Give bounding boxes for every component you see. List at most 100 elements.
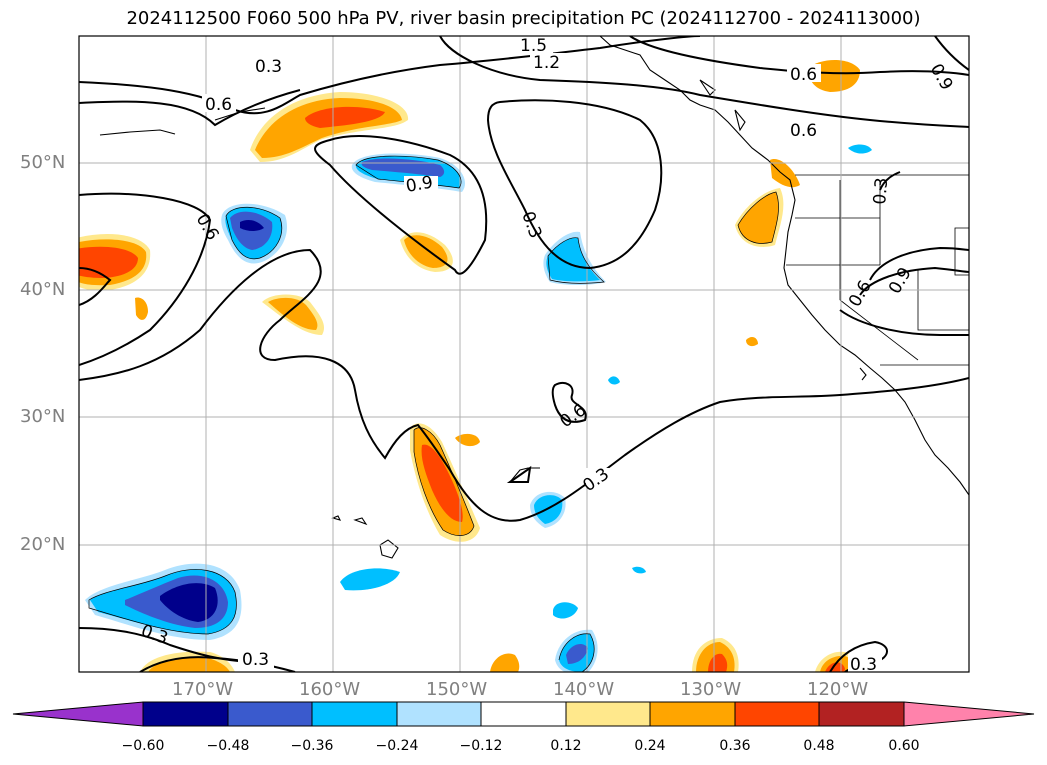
colorbar-segment <box>227 701 313 727</box>
pv-contour <box>869 246 969 281</box>
island-outline <box>99 129 176 136</box>
colorbar-tick-label: 0.60 <box>888 738 920 754</box>
positive-anomaly-region <box>268 297 318 330</box>
precipitation-outline <box>547 237 605 284</box>
contour-label: 0.9 <box>404 173 434 197</box>
pv-contour <box>79 192 212 366</box>
longitude-label: 160°W <box>299 679 361 700</box>
contour-label: 1.2 <box>533 53 560 73</box>
colorbar-tick-label: 0.12 <box>550 738 582 754</box>
pv-contour <box>79 248 969 522</box>
colorbar-tick-label: −0.36 <box>290 738 334 754</box>
colorbar-segment <box>480 701 567 727</box>
pv-contour <box>506 465 532 483</box>
pv-contour <box>314 135 488 275</box>
colorbar-segment <box>734 701 820 727</box>
north-america-coastline <box>599 36 969 496</box>
pv-contour <box>551 382 587 423</box>
negative-anomaly-region <box>240 220 264 231</box>
negative-anomaly-region <box>608 376 620 385</box>
map-frame <box>78 35 970 673</box>
state-border <box>954 227 969 276</box>
pv-contour <box>879 171 901 191</box>
positive-anomaly-region <box>746 337 758 347</box>
colorbar-tick-label: 0.48 <box>803 738 835 754</box>
contour-label: 0.9 <box>926 61 957 94</box>
positive-anomaly-region <box>825 662 845 672</box>
colorbar-segment <box>396 701 482 727</box>
precipitation-outline <box>558 633 595 672</box>
colorbar-tick-label: 0.36 <box>719 738 751 754</box>
colorbar-extend-high <box>903 701 1035 727</box>
latitude-label: 30°N <box>20 406 66 427</box>
island-outline <box>734 109 746 132</box>
pv-contour <box>859 266 969 296</box>
pv-contour <box>839 309 969 336</box>
country-borders <box>786 174 969 366</box>
state-border <box>839 299 919 361</box>
map-plot-area: 1.5 1.2 0.3 0.6 0.6 0.6 0.9 0.9 0.6 0.3 … <box>79 36 969 675</box>
contour-label: 0.6 <box>790 65 817 85</box>
pv-contour <box>79 89 301 127</box>
longitude-label: 150°W <box>426 679 488 700</box>
negative-anomaly-region <box>566 644 588 664</box>
pv-contour <box>439 36 969 128</box>
precipitation-outline <box>413 427 475 536</box>
colorbar-extend-low <box>12 701 144 727</box>
contour-label: 1.5 <box>520 36 547 56</box>
positive-anomaly-region <box>421 444 463 522</box>
contour-label: 0.3 <box>517 209 545 241</box>
contour-label: 0.6 <box>192 211 223 244</box>
island-outline <box>699 79 716 96</box>
positive-anomaly-region <box>708 653 728 672</box>
latitude-label: 50°N <box>20 152 66 173</box>
precipitation-outline <box>225 206 283 260</box>
contour-label: 0.6 <box>845 277 876 310</box>
contour-label: 0.9 <box>885 264 916 297</box>
island-outline <box>859 367 867 381</box>
contour-label-group: 1.5 1.2 0.3 0.6 0.6 0.6 0.9 0.9 0.6 0.3 … <box>138 36 957 675</box>
contour-label: 0.6 <box>790 121 817 141</box>
contour-label: 0.6 <box>205 95 232 115</box>
colorbar-tick-label: −0.12 <box>459 738 503 754</box>
positive-anomaly-region <box>738 192 779 244</box>
gridlines <box>79 36 969 672</box>
island-outline <box>379 539 399 559</box>
positive-anomaly-region <box>404 235 448 268</box>
negative-anomaly-region <box>632 566 646 574</box>
colorbar-tick-label: −0.48 <box>206 738 250 754</box>
positive-anomaly-region <box>305 106 385 128</box>
pv-contour <box>934 36 969 71</box>
colorbar-segment <box>142 701 229 727</box>
negative-anomaly-region <box>848 144 872 154</box>
colorbar-segment <box>311 701 398 727</box>
positive-anomaly-region <box>135 297 148 320</box>
precipitation-outline <box>88 569 237 635</box>
colorbar-tick-label: 0.24 <box>634 738 666 754</box>
longitude-label: 120°W <box>807 679 869 700</box>
negative-anomaly-region <box>340 568 400 591</box>
island-outline <box>353 517 368 526</box>
positive-anomaly-region <box>490 653 520 672</box>
map-title: 2024112500 F060 500 hPa PV, river basin … <box>126 8 921 29</box>
colorbar-segment <box>818 701 905 727</box>
contour-label: 0.6 <box>556 400 590 432</box>
contour-label: 0.3 <box>255 57 282 77</box>
pv-contours <box>79 36 969 672</box>
negative-anomaly-region <box>553 602 578 619</box>
colorbar <box>12 701 1035 727</box>
colorbar-tick-label: −0.24 <box>375 738 419 754</box>
positive-anomaly-region <box>770 159 800 188</box>
colorbar-segment <box>649 701 736 727</box>
state-border <box>917 270 969 331</box>
negative-anomaly-region <box>160 583 218 622</box>
contour-label: 0.3 <box>242 650 269 670</box>
colorbar-segment <box>565 701 651 727</box>
longitude-label: 130°W <box>680 679 742 700</box>
positive-anomaly-region <box>455 433 480 447</box>
contour-label: 0.3 <box>850 655 877 675</box>
pv-contour <box>79 267 112 306</box>
contour-label: 0.3 <box>870 177 892 206</box>
latitude-label: 20°N <box>20 534 66 555</box>
